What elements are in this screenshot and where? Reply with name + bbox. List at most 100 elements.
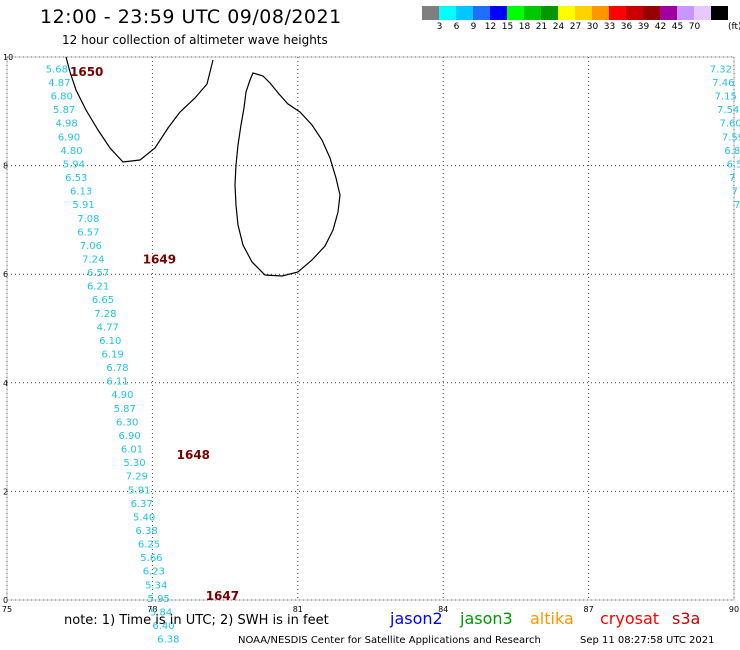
wave-height-value: 6.25 [138,540,160,551]
wave-height-value: 7 [734,200,740,211]
color-swatch [524,6,541,20]
color-scale-bar [422,6,728,21]
wave-height-value: 7.15 [715,92,737,103]
wave-height-value: 5.91 [128,485,150,496]
color-scale-label: 39 [637,22,650,32]
wave-height-value: 6.57 [77,227,99,238]
wave-height-value: 6.23 [143,567,165,578]
color-scale-label: 42 [654,22,667,32]
wave-height-value: 6.10 [99,336,121,347]
wave-height-value: 4.98 [55,119,77,130]
wave-height-value: 6.57 [87,268,109,279]
wave-height-value: 5.34 [145,580,167,591]
wave-height-value: 5.94 [63,159,85,170]
y-tick-label: 10 [3,53,13,62]
wave-height-value: 7.24 [82,254,104,265]
color-scale-label: 33 [603,22,616,32]
color-scale-label: 15 [501,22,514,32]
wave-height-value: 6.40 [152,621,174,632]
wave-height-value: 6.78 [106,363,128,374]
y-tick-label: 2 [3,487,8,496]
y-tick-label: 8 [3,162,8,171]
wave-height-value: 6.21 [87,282,109,293]
pass-time-label: 1648 [177,448,210,462]
y-tick-label: 4 [3,379,8,388]
wave-height-value: 6.5 [727,159,740,170]
mission-label: jason2 [390,609,443,628]
x-tick-label: 75 [2,605,12,614]
mission-label: cryosat [600,609,660,628]
wave-height-value: 4.90 [111,390,133,401]
wave-height-value: 6.65 [92,295,114,306]
footer-timestamp: Sep 11 08:27:58 UTC 2021 [580,635,715,646]
color-swatch [422,6,439,20]
wave-height-value: 7.46 [712,78,734,89]
color-scale-label: 12 [484,22,497,32]
color-swatch [541,6,558,20]
pass-time-label: 1647 [206,589,239,603]
y-tick-label: 0 [3,596,8,605]
color-scale-label: 36 [620,22,633,32]
color-swatch [490,6,507,20]
sri-lanka-coastline [234,72,341,277]
india-coastline [65,56,214,163]
wave-height-value: 5.68 [46,64,68,75]
wave-height-value: 7.28 [94,309,116,320]
color-scale-label: 30 [586,22,599,32]
color-swatch [677,6,694,20]
color-swatch [711,6,728,20]
color-swatch [592,6,609,20]
color-scale-label: 27 [569,22,582,32]
wave-height-value: 5.66 [140,553,162,564]
color-scale-label: 45 [671,22,684,32]
wave-height-value: 6.13 [70,187,92,198]
wave-height-value: 4.77 [97,322,119,333]
map-note: note: 1) Time is in UTC; 2) SWH is in fe… [64,613,329,628]
color-scale-label: 3 [436,22,443,32]
color-scale-label: 24 [552,22,565,32]
color-swatch [473,6,490,20]
wave-height-value: 5.30 [123,458,145,469]
wave-height-value: 6.11 [106,377,128,388]
color-swatch [507,6,524,20]
x-tick-label: 84 [438,605,448,614]
color-swatch [575,6,592,20]
wave-height-value: 6.8 [724,146,740,157]
wave-height-value: 7.08 [77,214,99,225]
wave-height-value: 5.95 [148,594,170,605]
map-subtitle: 12 hour collection of altimeter wave hei… [62,33,328,47]
wave-height-value: 7.59 [722,132,740,143]
wave-height-value: 7.29 [126,472,148,483]
wave-height-value: 6.90 [58,132,80,143]
coastline [65,56,341,277]
pass-time-label: 1649 [143,252,176,266]
wave-height-value: 7.54 [717,105,739,116]
wave-height-value: 6.53 [65,173,87,184]
wave-height-value: 6.38 [157,635,179,646]
wave-height-value: 6.90 [118,431,140,442]
x-tick-label: 81 [293,605,303,614]
color-scale-label: 21 [535,22,548,32]
wave-height-value: 6.30 [116,417,138,428]
wave-height-value: 6.19 [102,350,124,361]
wave-height-value: 6.37 [131,499,153,510]
x-tick-label: 87 [584,605,594,614]
wave-height-value: 5.87 [114,404,136,415]
wave-height-value: 6.01 [121,445,143,456]
wave-height-value: 7.60 [719,119,740,130]
wave-height-value: 6.80 [51,92,73,103]
pass-time-label: 1650 [70,65,103,79]
wave-height-value: 5.84 [150,607,172,618]
wave-height-value: 7 [732,187,738,198]
mission-label: s3a [672,609,701,628]
mission-label: jason3 [460,609,513,628]
wave-height-value: 6.38 [135,526,157,537]
wave-height-value: 5.91 [72,200,94,211]
x-tick-label: 78 [147,605,157,614]
wave-height-value: 7.06 [80,241,102,252]
wave-height-value: 7.32 [710,64,732,75]
color-scale-label: 9 [470,22,477,32]
color-swatch [609,6,626,20]
mission-label: altika [530,609,574,628]
